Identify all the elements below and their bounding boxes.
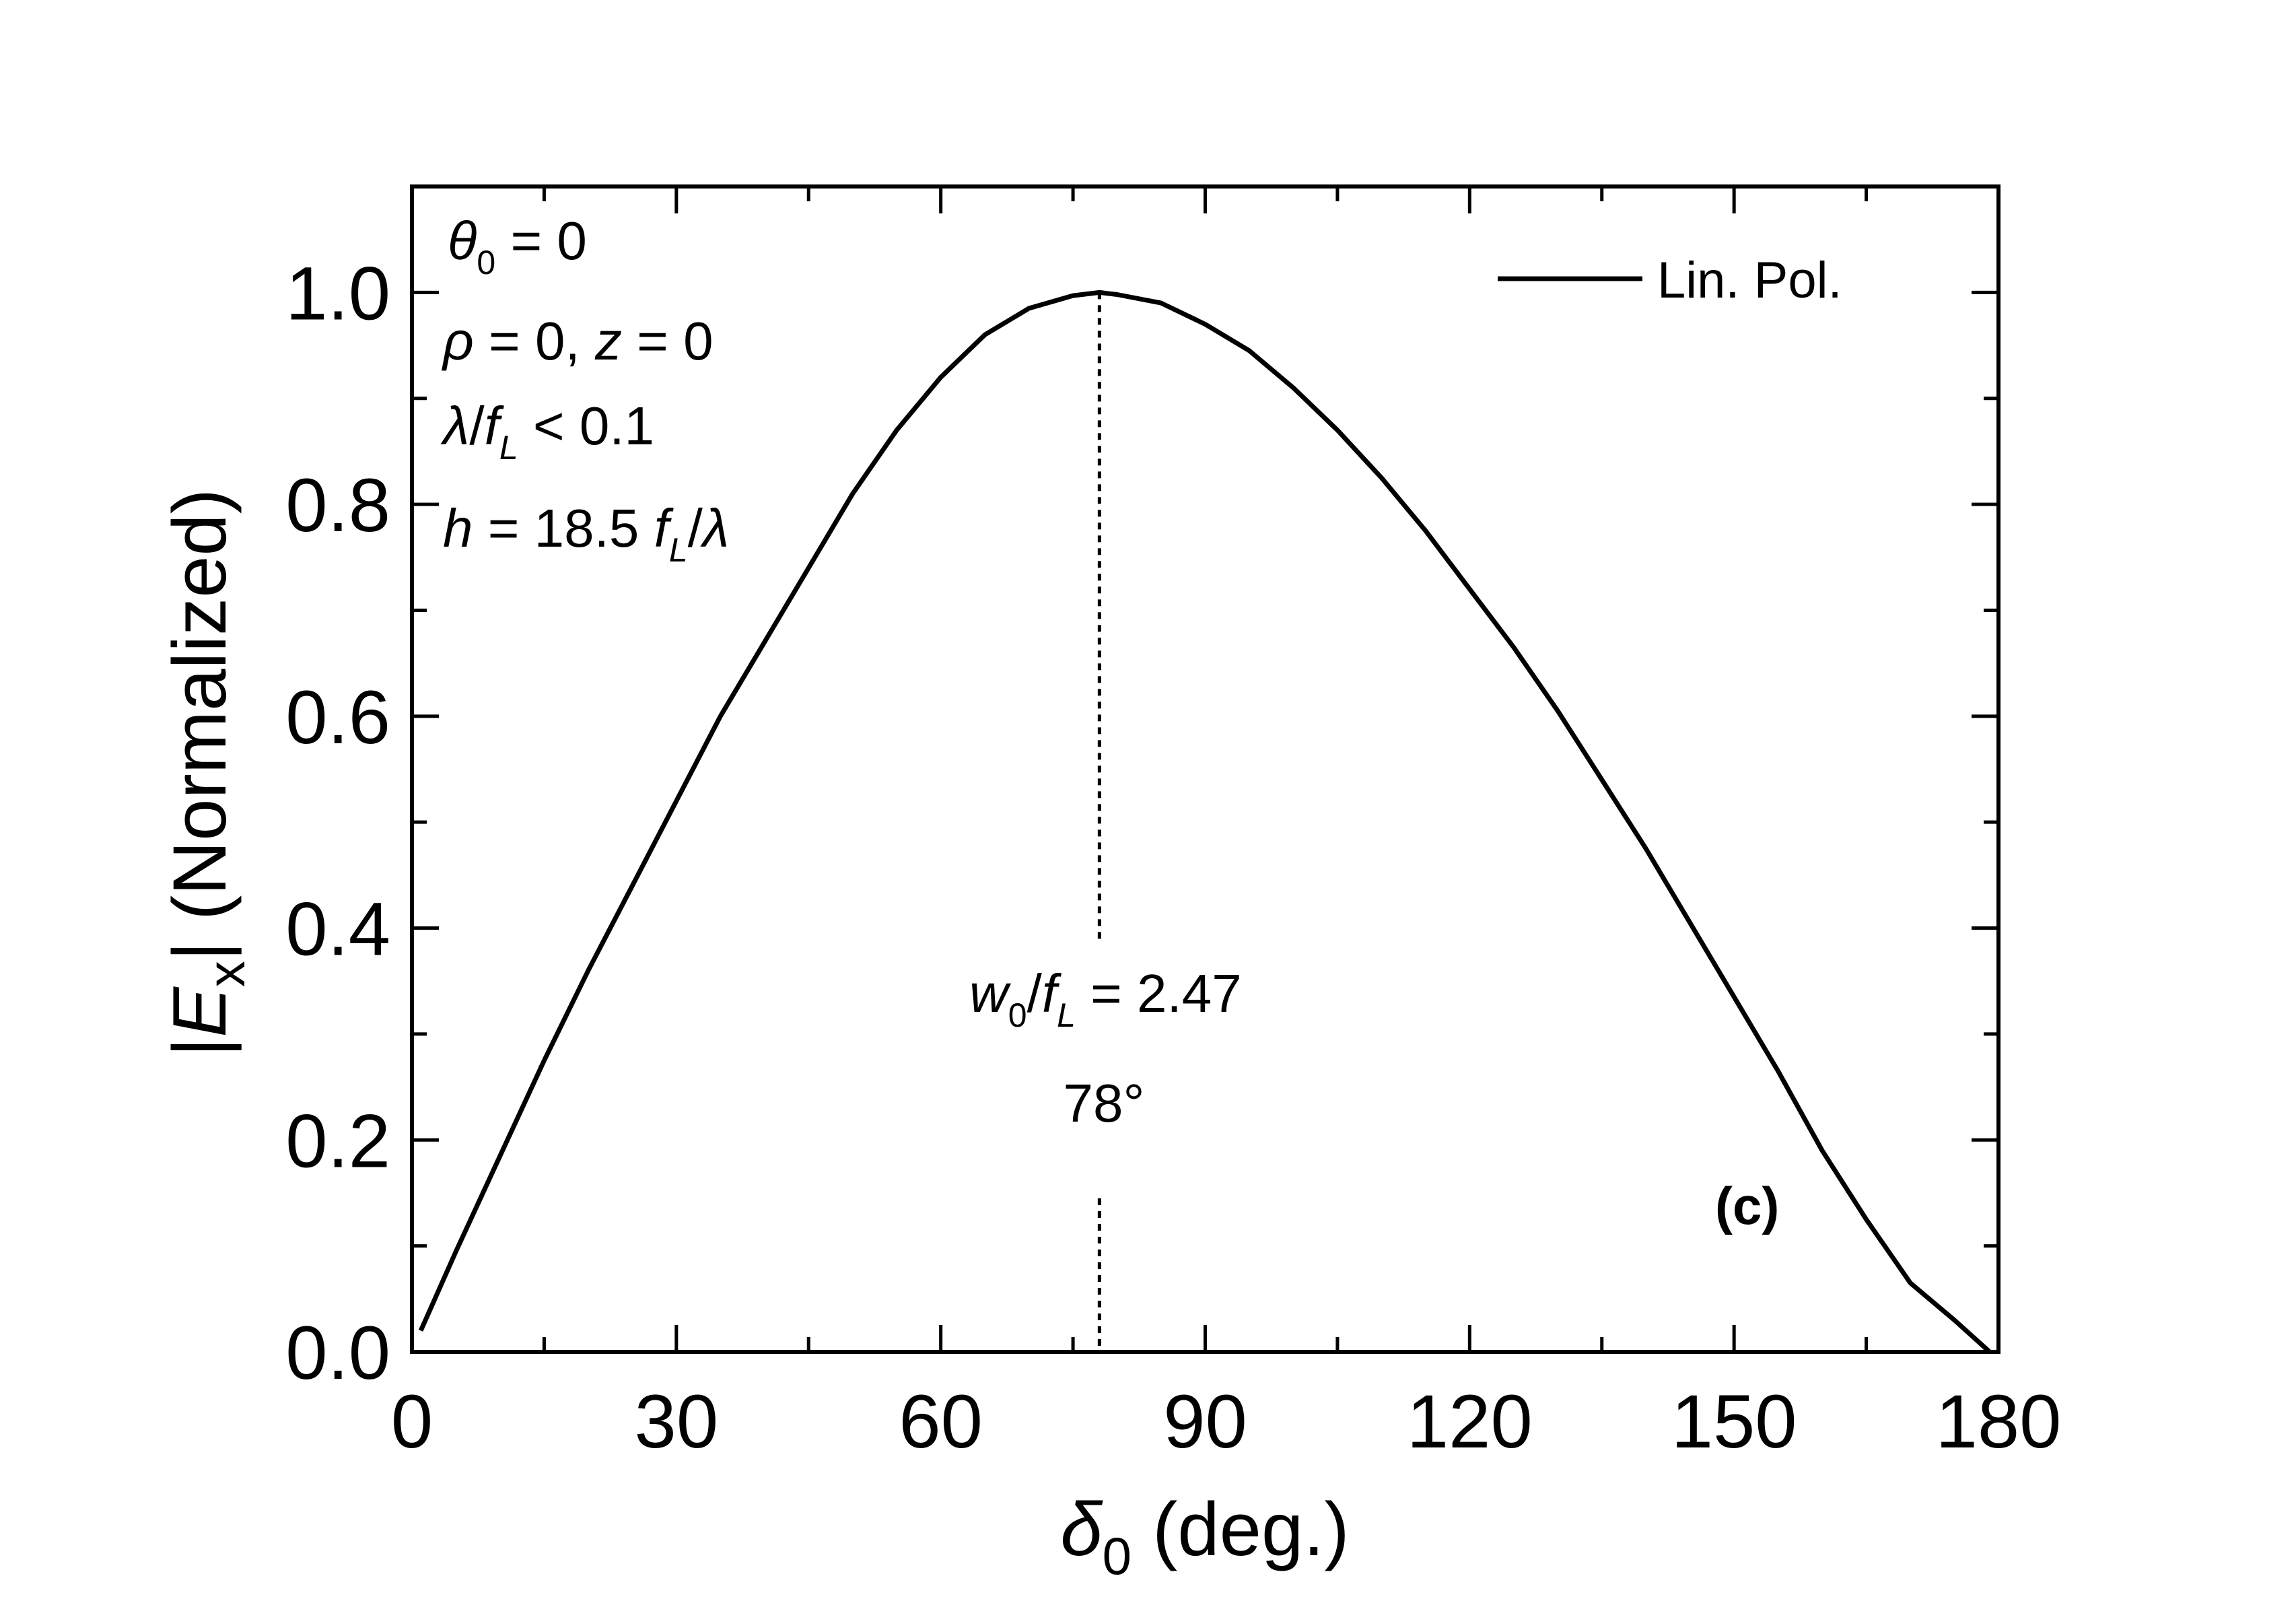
note-rho-z: ρ = 0, z = 0: [442, 311, 714, 371]
y-tick-labels: 0.0 0.2 0.4 0.6 0.8 1.0: [285, 251, 390, 1395]
x-tick-label: 150: [1671, 1379, 1797, 1464]
note-h: h = 18.5 fL/λ: [443, 498, 729, 569]
parameter-notes: θ0 = 0 ρ = 0, z = 0 λ/fL < 0.1 h = 18.5 …: [440, 211, 729, 569]
y-tick-label: 0.8: [285, 463, 390, 547]
series-line-lin-pol: [418, 289, 1992, 1354]
y-tick-label: 0.6: [285, 675, 390, 759]
x-tick-label: 30: [635, 1379, 719, 1464]
note-theta: θ0 = 0: [448, 211, 587, 281]
marker-angle-label: 78°: [1064, 1073, 1145, 1133]
panel-label: (c): [1715, 1176, 1779, 1235]
y-tick-label: 0.0: [285, 1311, 390, 1395]
x-tick-label: 180: [1936, 1379, 2062, 1464]
x-tick-label: 120: [1407, 1379, 1533, 1464]
x-tick-label: 90: [1163, 1379, 1247, 1464]
legend-label: Lin. Pol.: [1657, 252, 1842, 309]
y-tick-label: 1.0: [285, 251, 390, 335]
x-tick-labels: 0 30 60 90 120 150 180: [391, 1379, 2062, 1464]
x-axis-title: δ0 (deg.): [1060, 1487, 1349, 1585]
axis-ticks: [410, 184, 2001, 1354]
y-tick-label: 0.4: [285, 887, 390, 971]
x-tick-label: 60: [899, 1379, 983, 1464]
y-tick-label: 0.2: [285, 1099, 390, 1183]
y-axis-title: |Ex| (Normalized): [158, 489, 256, 1057]
x-tick-label: 0: [391, 1379, 433, 1464]
legend: Lin. Pol.: [1498, 252, 1842, 309]
note-lambda-fl: λ/fL < 0.1: [440, 396, 654, 467]
marker-label-w0-fl: w0/fL = 2.47: [969, 963, 1242, 1034]
